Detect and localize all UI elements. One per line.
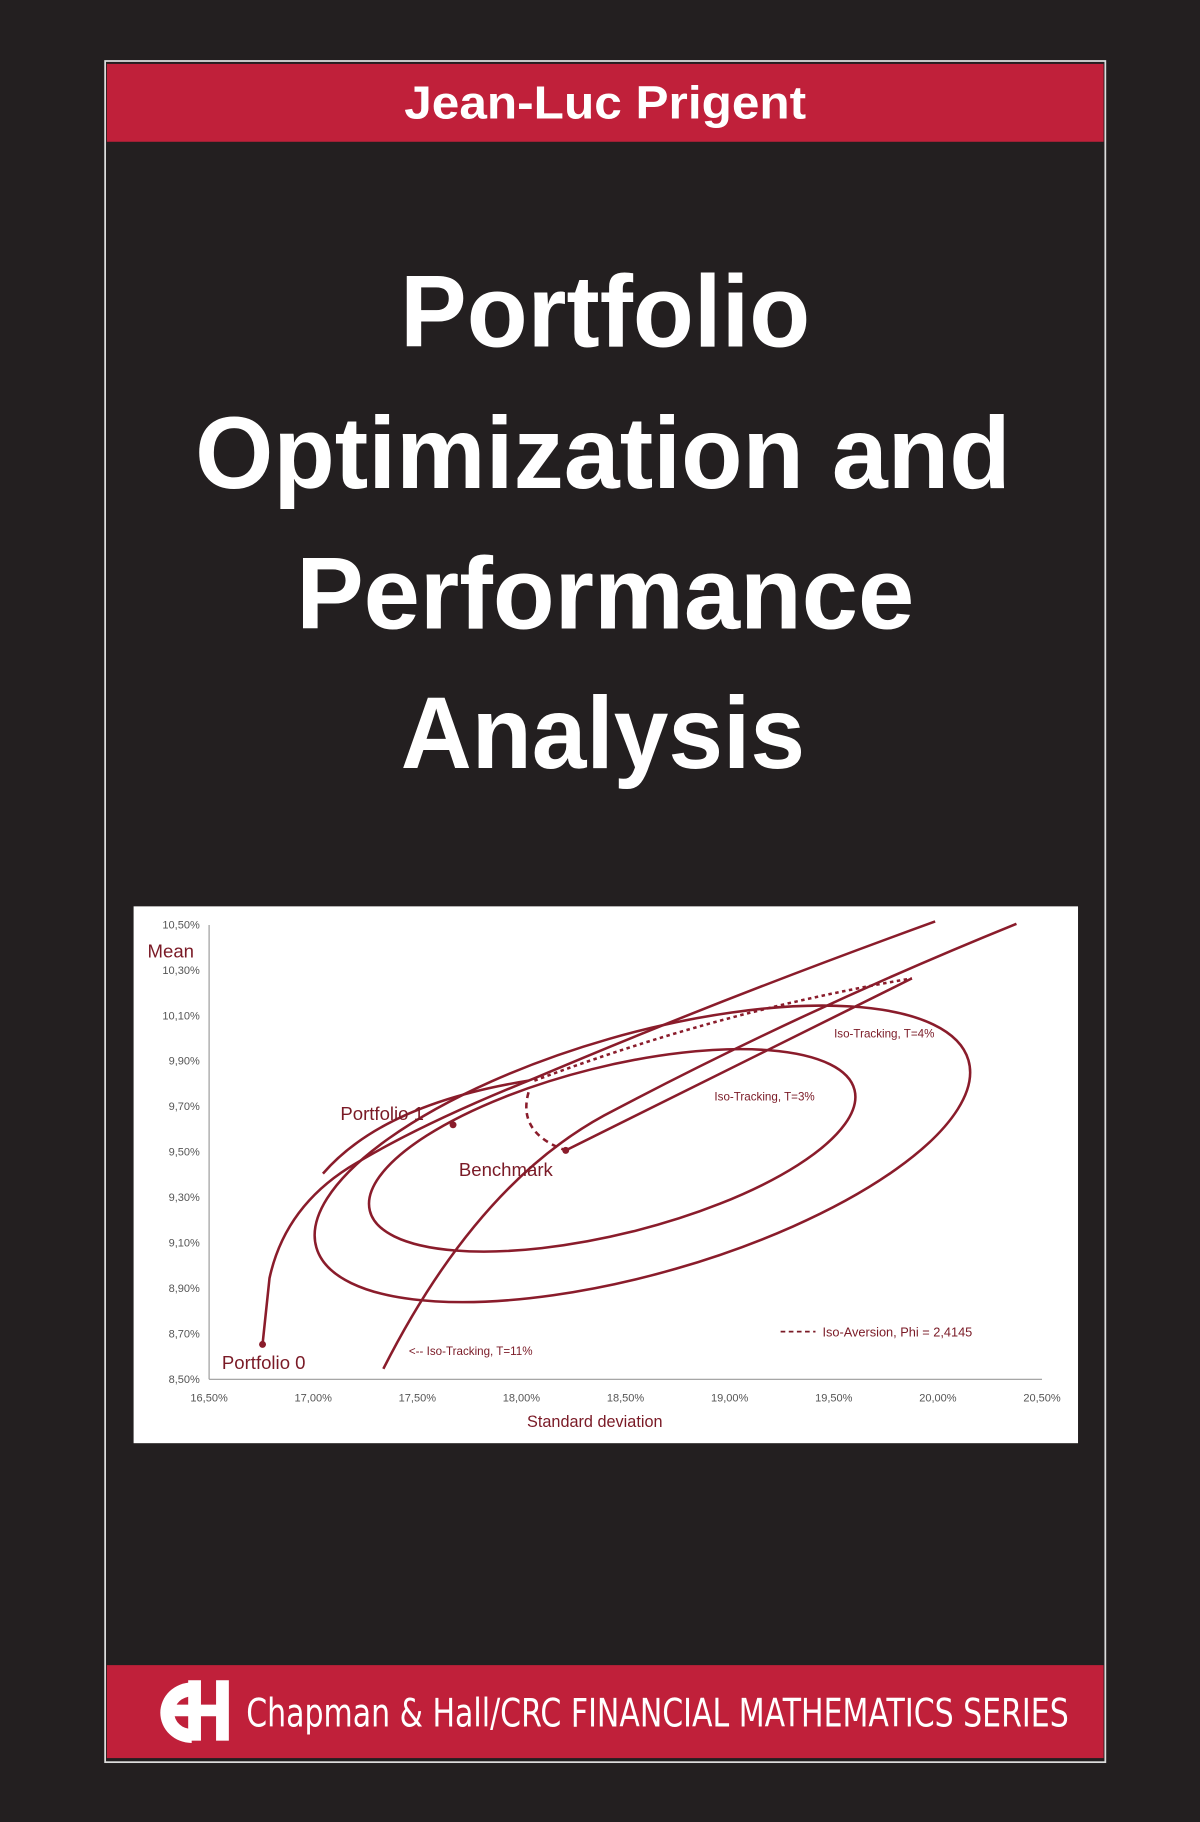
y-tick-label: 9,50% [169, 1147, 200, 1159]
author: Jean-Luc Prigent [404, 77, 806, 129]
x-label: Standard deviation [527, 1413, 662, 1431]
iso-aversion [533, 977, 913, 1082]
x-tick-label: 17,00% [295, 1392, 333, 1404]
legend-label: Iso-Aversion, Phi = 2,4145 [822, 1324, 972, 1339]
point [449, 1121, 457, 1129]
annotation: Portfolio 0 [222, 1352, 306, 1373]
x-tick-label: 20,00% [919, 1392, 957, 1404]
logo-c [160, 1682, 192, 1743]
iso-aversion [525, 1091, 567, 1152]
y-tick-label: 10,30% [162, 965, 200, 977]
logo-h [216, 1680, 229, 1741]
x-tick-label: 18,50% [607, 1392, 645, 1404]
x-tick-label: 18,00% [503, 1392, 541, 1404]
iso-tracking-3 [367, 1047, 857, 1253]
y-tick-label: 10,10% [162, 1010, 200, 1022]
publisher-logo [160, 1680, 229, 1743]
title-line: Analysis [401, 675, 805, 790]
y-tick-label: 9,10% [169, 1237, 200, 1249]
frontier [261, 920, 936, 1345]
x-tick-label: 17,50% [399, 1392, 437, 1404]
y-tick-label: 9,70% [169, 1101, 200, 1113]
x-tick-label: 19,00% [711, 1392, 749, 1404]
title-line: Optimization and [195, 395, 1010, 510]
y-tick-label: 8,90% [169, 1283, 200, 1295]
title-line: Portfolio [400, 253, 810, 368]
point [562, 1146, 570, 1154]
y-tick-label: 8,70% [169, 1328, 200, 1340]
title-line: Performance [296, 536, 914, 651]
annotation: Iso-Tracking, T=4% [834, 1028, 934, 1041]
author-band [106, 63, 1104, 142]
series-band [106, 1665, 1104, 1759]
x-tick-label: 16,50% [190, 1392, 228, 1404]
frame [104, 60, 1107, 1764]
annotation: Iso-Tracking, T=3% [714, 1090, 814, 1103]
annotation: Benchmark [459, 1159, 554, 1180]
series-name: Chapman & Hall/CRC FINANCIAL MATHEMATICS… [246, 1691, 1068, 1737]
y-tick-label: 8,50% [169, 1374, 200, 1386]
x-tick-label: 20,50% [1023, 1392, 1061, 1404]
point [259, 1340, 267, 1348]
y-label: Mean [148, 940, 194, 961]
benchmark-line [565, 977, 913, 1152]
figure-background [133, 906, 1079, 1444]
y-tick-label: 9,30% [169, 1192, 200, 1204]
x-tick-label: 19,50% [815, 1392, 853, 1404]
logo-h [162, 1704, 221, 1717]
y-tick-label: 10,50% [162, 919, 200, 931]
annotation: <-- Iso-Tracking, T=11% [409, 1345, 533, 1358]
figure: 10,50% 10,30% 10,10% 9,90% 9,70% 9,50% 9,30% 9,… [133, 906, 1079, 1444]
annotation: Portfolio 1 [340, 1103, 424, 1124]
y-tick-label: 9,90% [169, 1056, 200, 1068]
frontier-inner [321, 1079, 529, 1175]
iso-tracking-4 [313, 1004, 972, 1304]
iso-tracking-11 [382, 922, 1017, 1370]
